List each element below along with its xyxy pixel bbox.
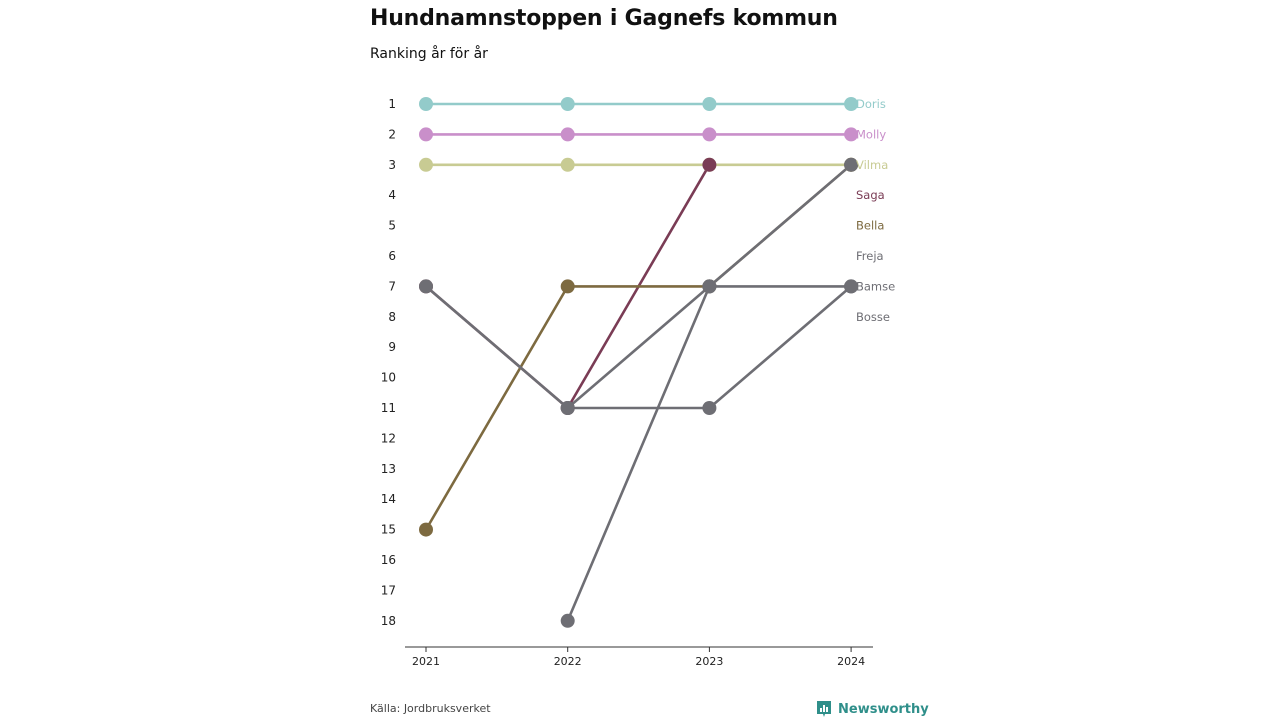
series-label-bamse: Bamse [856,279,895,293]
point-doris-2022[interactable] [560,97,575,111]
series-label-vilma: Vilma [856,158,888,172]
point-freja-2022[interactable] [560,613,575,628]
point-molly-2021[interactable] [419,127,433,142]
point-bosse-2022[interactable] [560,401,575,415]
point-freja-2024[interactable] [844,157,859,172]
x-axis: 2021 2022 2023 2024 [412,647,865,668]
series-label-doris: Doris [856,97,886,111]
series-label-bella: Bella [856,219,884,233]
point-bella-2022[interactable] [560,279,575,294]
point-molly-2022[interactable] [560,127,575,142]
series-labels: Doris Molly Vilma Saga Bella Freja Bamse Bosse [856,97,895,324]
point-bosse-2021[interactable] [419,279,433,294]
x-tick-label: 2022 [554,655,582,668]
y-tick-label: 7 [388,279,396,293]
y-tick-label: 14 [381,492,396,506]
y-tick-label: 3 [388,158,396,172]
point-saga-2023[interactable] [702,157,717,172]
y-tick-label: 10 [381,371,396,385]
brand-logo[interactable]: Newsworthy [816,700,929,718]
y-tick-label: 17 [381,583,396,597]
point-doris-2024[interactable] [844,97,859,111]
point-doris-2021[interactable] [419,97,433,111]
x-tick-label: 2024 [837,655,865,668]
y-tick-label: 16 [381,553,396,567]
chart-subtitle: Ranking år för år [370,46,488,62]
series-line-freja [566,163,852,622]
y-tick-label: 11 [381,401,396,415]
point-doris-2023[interactable] [702,97,717,111]
series-label-saga: Saga [856,188,885,202]
y-tick-label: 1 [388,97,396,111]
series-label-freja: Freja [856,249,884,263]
y-tick-label: 8 [388,310,396,324]
point-vilma-2021[interactable] [419,157,433,172]
y-tick-label: 15 [381,523,396,537]
series-points [419,97,859,628]
point-vilma-2022[interactable] [560,157,575,172]
y-tick-label: 12 [381,431,396,445]
series-label-molly: Molly [856,127,886,141]
point-bella-2021[interactable] [419,522,433,537]
y-tick-label: 5 [388,219,396,233]
x-tick-label: 2021 [412,655,440,668]
y-tick-label: 13 [381,462,396,476]
point-bosse-2024[interactable] [844,279,859,294]
brand-name: Newsworthy [838,701,929,717]
y-tick-label: 4 [388,188,396,202]
newsworthy-icon [817,701,831,717]
source-note: Källa: Jordbruksverket [370,702,491,715]
chart-title: Hundnamnstoppen i Gagnefs kommun [370,6,838,31]
series-line-bamse [567,285,852,410]
point-molly-2024[interactable] [844,127,859,142]
y-tick-label: 6 [388,249,396,263]
point-bosse-2023[interactable] [702,279,717,294]
point-bamse-2023[interactable] [702,401,717,415]
point-molly-2023[interactable] [702,127,717,142]
y-tick-label: 18 [381,614,396,628]
y-tick-label: 2 [388,127,396,141]
y-tick-label: 9 [388,340,396,354]
series-lines [424,102,852,622]
x-tick-label: 2023 [695,655,723,668]
series-label-bosse: Bosse [856,310,890,324]
series-line-bosse [425,285,852,410]
